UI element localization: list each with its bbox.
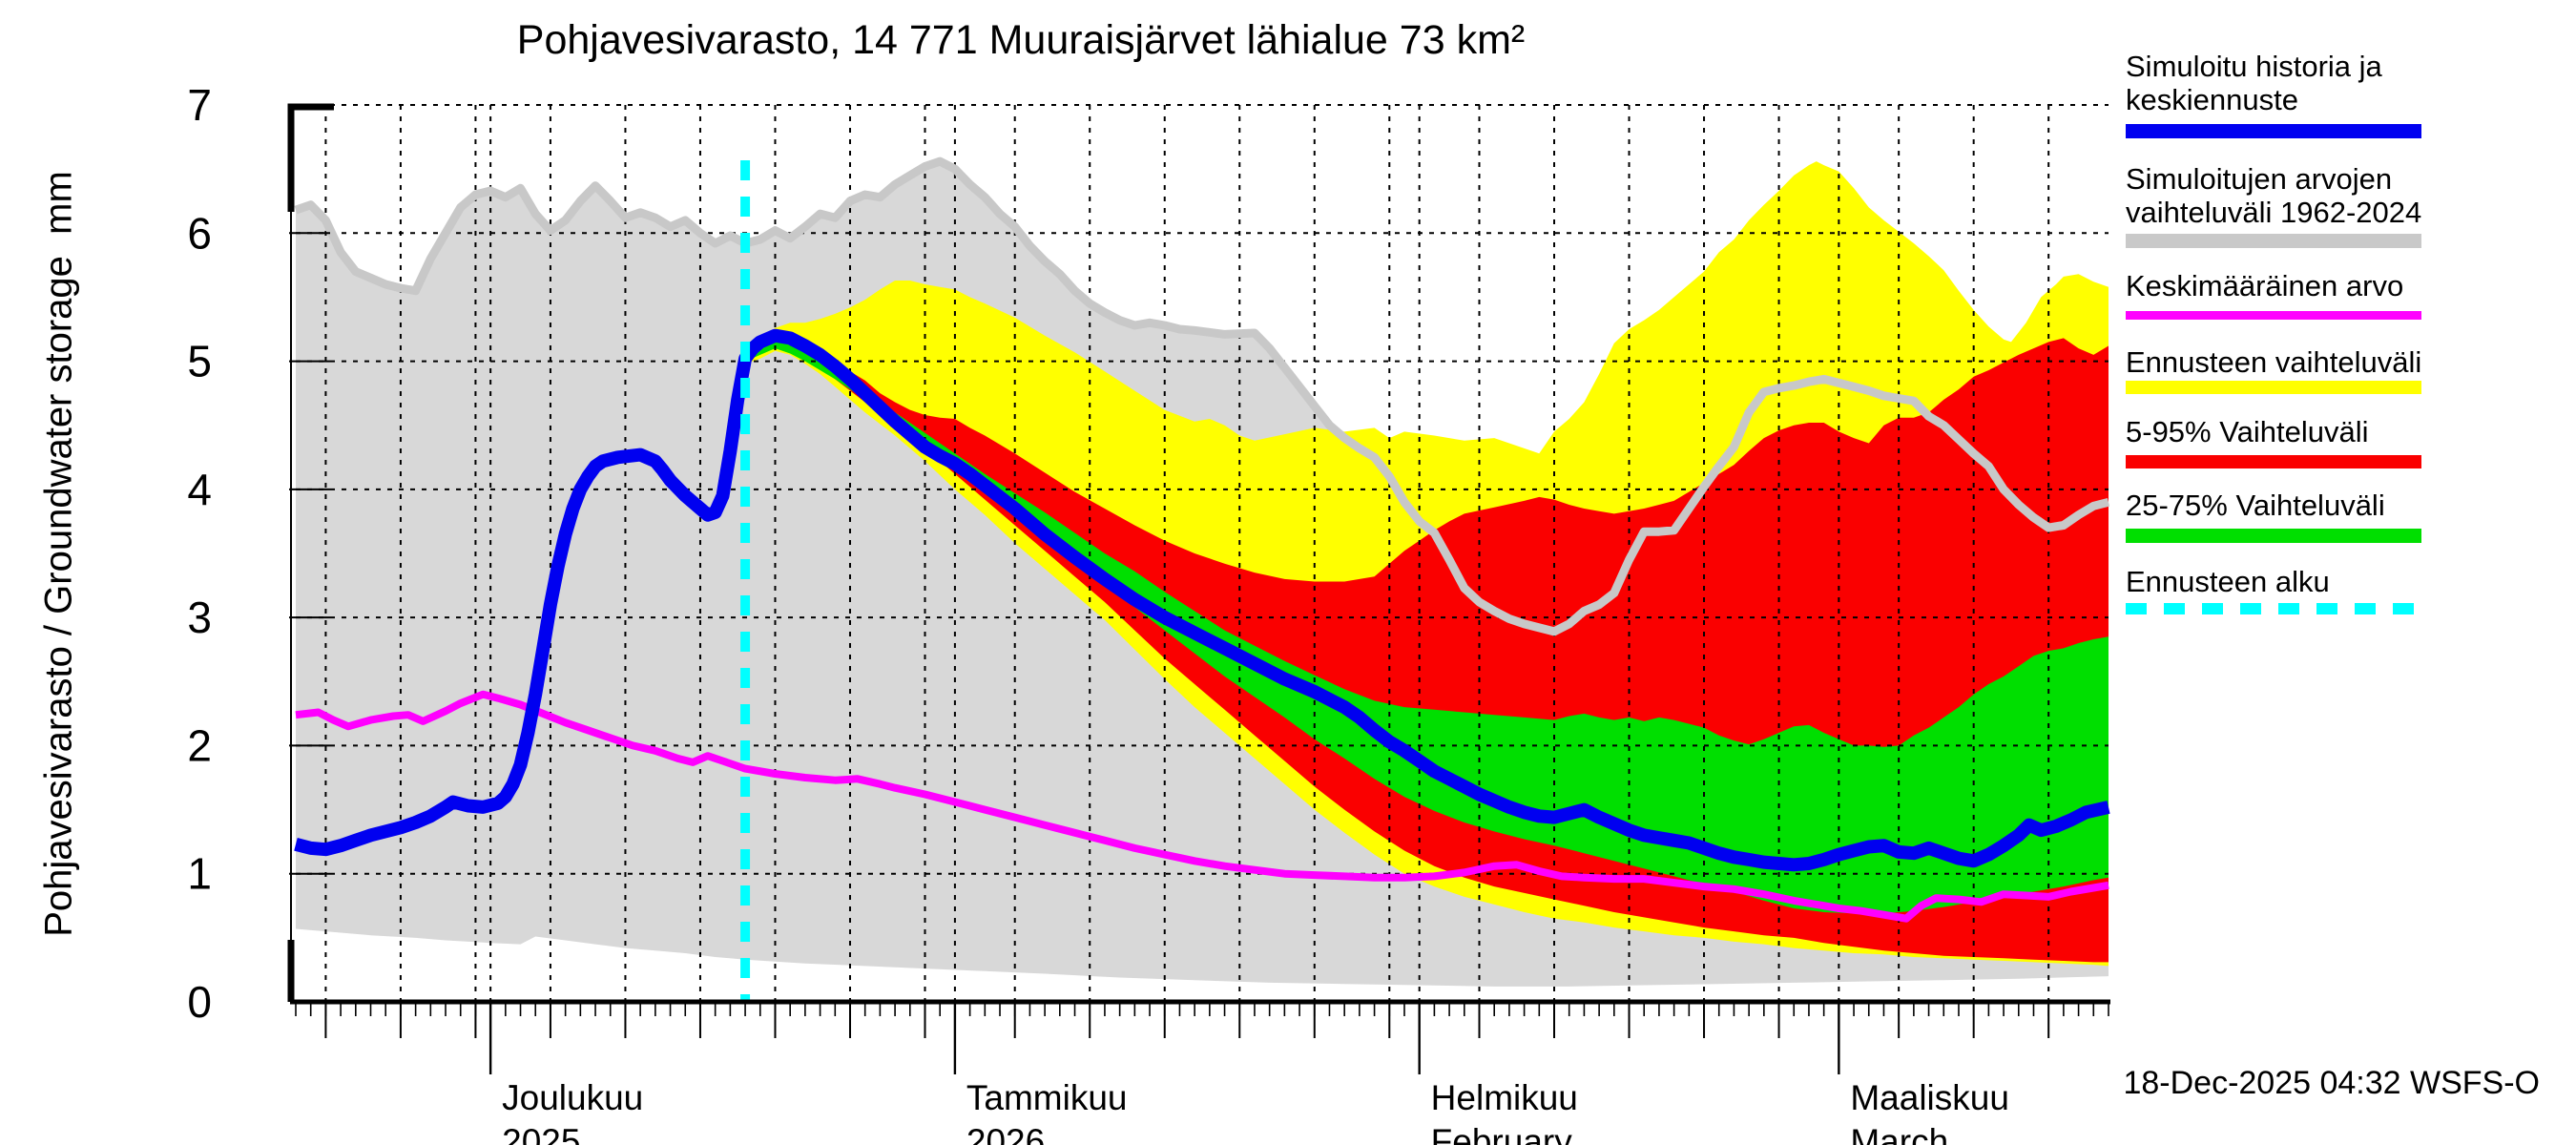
legend-swatch-simulated-history	[2126, 124, 2421, 138]
legend-swatch-simulated-range	[2126, 234, 2421, 248]
y-tick-label: 4	[187, 465, 212, 514]
x-axis-label-march: Maaliskuu March	[1850, 1078, 2009, 1145]
y-axis-label: Pohjavesivarasto / Groundwater storage m…	[37, 171, 80, 937]
sim-range-edge-line	[294, 156, 2110, 636]
legend-swatch-5-95-range	[2126, 455, 2421, 468]
legend-label-forecast-range: Ennusteen vaihteluväli	[2126, 345, 2422, 379]
y-tick-label: 5	[187, 337, 212, 386]
y-tick-label: 0	[187, 977, 212, 1027]
axis-corner-bracket	[287, 103, 334, 212]
legend-label-5-95-range: 5-95% Vaihteluväli	[2126, 415, 2369, 448]
legend-swatch-mean-value	[2126, 311, 2421, 320]
chart-title: Pohjavesivarasto, 14 771 Muuraisjärvet l…	[516, 17, 1526, 63]
timestamp: 18-Dec-2025 04:32 WSFS-O	[2123, 1065, 2540, 1101]
x-axis-label-december: Joulukuu 2025	[502, 1078, 644, 1145]
legend-swatch-25-75-range	[2126, 529, 2421, 543]
legend-swatch-forecast-range	[2126, 381, 2421, 394]
y-tick-label: 2	[187, 720, 212, 770]
legend-label-25-75-range: 25-75% Vaihteluväli	[2126, 489, 2385, 522]
legend-swatch-forecast-start	[2126, 603, 2421, 614]
band-range-25-75	[745, 339, 2109, 914]
legend-label-simulated-range: Simuloitujen arvojen vaihteluväli 1962-2…	[2126, 162, 2422, 229]
legend-label-forecast-start: Ennusteen alku	[2126, 565, 2330, 598]
y-tick-label: 6	[187, 208, 212, 258]
y-tick-label: 3	[187, 593, 212, 642]
x-axis-label-january: Tammikuu 2026	[966, 1078, 1128, 1145]
y-tick-label: 1	[187, 849, 212, 899]
simulated-history-line	[294, 328, 2110, 872]
legend-label-mean-value: Keskimääräinen arvo	[2126, 269, 2404, 302]
legend-label-simulated-history: Simuloitu historia ja keskiennuste	[2126, 50, 2382, 116]
legend: Simuloitu historia ja keskiennuste Simul…	[2126, 0, 2574, 668]
x-axis-label-february: Helmikuu February	[1430, 1078, 1578, 1145]
y-tick-label: 7	[187, 80, 212, 130]
